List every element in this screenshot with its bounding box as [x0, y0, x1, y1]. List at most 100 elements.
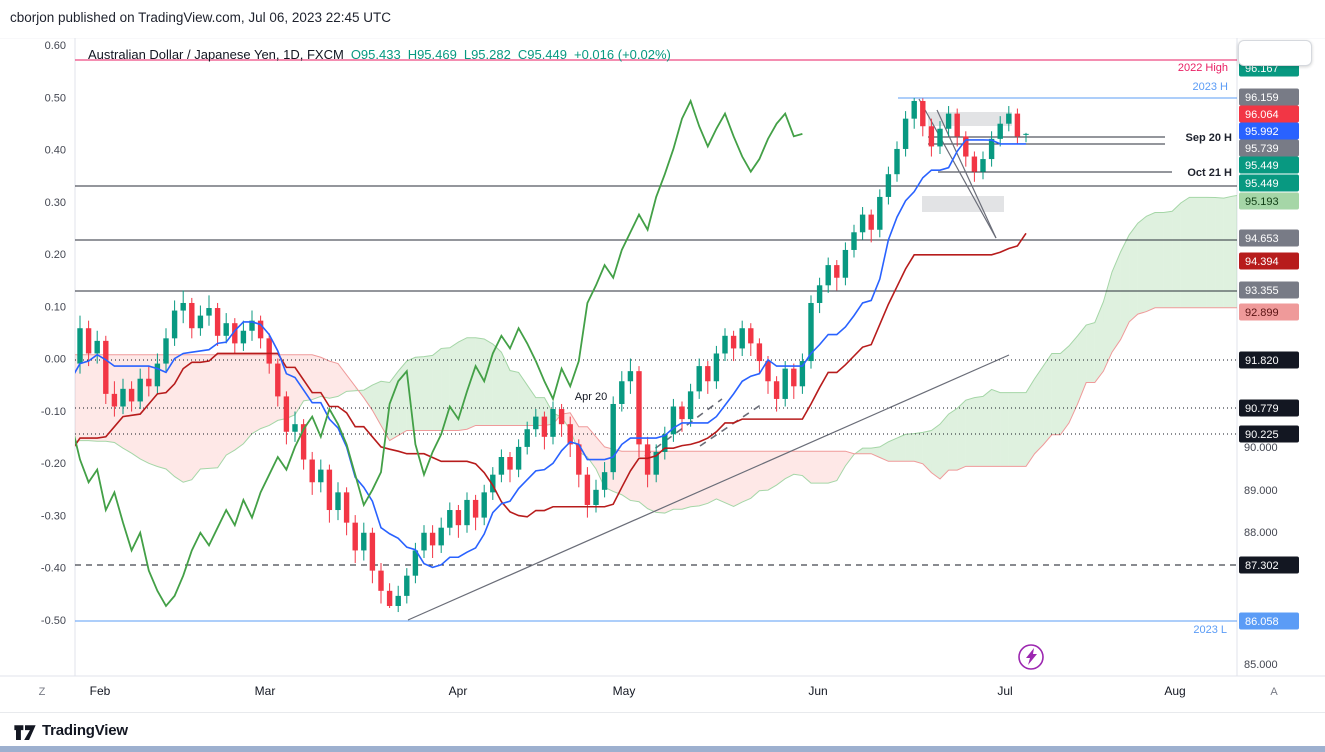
cloud-segment: [914, 432, 923, 464]
cloud-segment: [510, 370, 519, 426]
candle: [292, 411, 298, 442]
candle-body: [662, 434, 668, 452]
symbol-legend[interactable]: Australian Dollar / Japanese Yen, 1D, FX…: [88, 47, 671, 62]
candle: [670, 398, 677, 442]
candle: [197, 305, 204, 336]
candle-body: [77, 328, 83, 364]
candle: [318, 459, 324, 493]
candle-body: [533, 416, 539, 430]
tradingview-logo-icon[interactable]: [14, 722, 36, 745]
cloud-segment: [303, 354, 313, 401]
candle-body: [997, 123, 1003, 139]
floating-toolbar[interactable]: [1238, 40, 1312, 66]
cloud-segment: [458, 337, 467, 431]
ascending-trendline[interactable]: [407, 354, 1010, 621]
cloud-segment: [432, 348, 442, 431]
candle-body: [687, 391, 694, 420]
left-axis-tick: 0.30: [45, 197, 66, 209]
cloud-segment: [621, 451, 631, 501]
footer-bar: TradingView: [0, 712, 1325, 752]
cloud-segment: [1215, 197, 1224, 308]
tenkan-line: [75, 139, 1026, 569]
cloud-segment: [217, 354, 227, 468]
candle: [249, 310, 255, 341]
cloud-segment: [1180, 197, 1190, 308]
candle-body: [825, 265, 831, 286]
candle-body: [816, 285, 823, 303]
candle: [214, 302, 221, 346]
dashed-trendline-2[interactable]: [699, 403, 763, 447]
candle: [851, 224, 857, 258]
cloud-segment: [871, 446, 880, 458]
cloud-segment: [965, 397, 975, 467]
cloud-segment: [742, 451, 751, 503]
cloud-segment: [931, 424, 940, 479]
dashed-trendline-1[interactable]: [644, 398, 723, 457]
candle: [877, 189, 883, 238]
candle: [309, 451, 315, 495]
cloud-segment: [888, 438, 897, 462]
candle-body: [232, 323, 238, 344]
kijun-line: [75, 232, 1027, 518]
candle-body: [885, 174, 892, 197]
candle: [438, 517, 444, 553]
x-axis-edge-left: Z: [39, 686, 46, 698]
descending-trendline-2[interactable]: [936, 109, 997, 239]
cloud-segment: [174, 354, 184, 483]
candle: [352, 515, 358, 564]
candle-body: [206, 308, 212, 316]
candle: [498, 449, 505, 483]
candle-body: [180, 302, 186, 311]
price-badge-value: 95.449: [1245, 160, 1279, 172]
left-axis-tick: 0.20: [45, 249, 66, 261]
cloud-segment: [630, 451, 639, 502]
price-badge-value: 94.394: [1245, 256, 1279, 268]
cloud-segment: [1189, 197, 1198, 308]
brand-name[interactable]: TradingView: [42, 722, 128, 739]
close-value: C95.449: [517, 47, 567, 62]
candle: [937, 121, 943, 155]
candle: [69, 356, 74, 386]
candle-body: [146, 378, 152, 387]
candle-body: [851, 232, 857, 250]
cloud-segment: [1043, 353, 1052, 445]
annotation-label: Apr 20: [575, 391, 607, 403]
cloud-segment: [88, 354, 98, 442]
candle: [146, 366, 152, 397]
candle: [335, 482, 341, 521]
candle-body: [69, 364, 74, 374]
cloud-segment: [768, 451, 777, 491]
cloud-segment: [1155, 212, 1164, 308]
ichimoku-cloud: [75, 195, 1237, 514]
price-badge-value: 90.225: [1245, 429, 1279, 441]
cloud-segment: [406, 357, 416, 431]
left-axis-tick: 0.50: [45, 92, 66, 104]
candle-body: [670, 406, 677, 435]
candle-body: [920, 100, 926, 127]
candle: [1014, 108, 1021, 144]
candle: [911, 98, 917, 129]
cloud-segment: [716, 451, 725, 503]
candle: [240, 320, 247, 351]
candle: [894, 141, 900, 182]
candle: [361, 522, 367, 561]
candle: [722, 328, 728, 362]
price-badge: 95.193: [1239, 192, 1299, 210]
candles-layer: [69, 98, 1029, 613]
x-axis-edge-right: A: [1270, 686, 1278, 698]
cloud-segment: [1198, 197, 1207, 308]
flash-icon[interactable]: [1018, 644, 1044, 670]
candle: [705, 361, 711, 394]
candle-body: [834, 265, 840, 278]
candle-body: [584, 474, 591, 505]
cloud-segment: [991, 389, 1001, 467]
price-badge: 95.992: [1239, 122, 1299, 140]
candle: [997, 116, 1003, 147]
highlight-zone[interactable]: [922, 196, 1004, 212]
cloud-segment: [957, 400, 966, 471]
cloud-segment: [234, 354, 244, 451]
candle-body: [438, 527, 444, 546]
candle-body: [171, 310, 178, 339]
